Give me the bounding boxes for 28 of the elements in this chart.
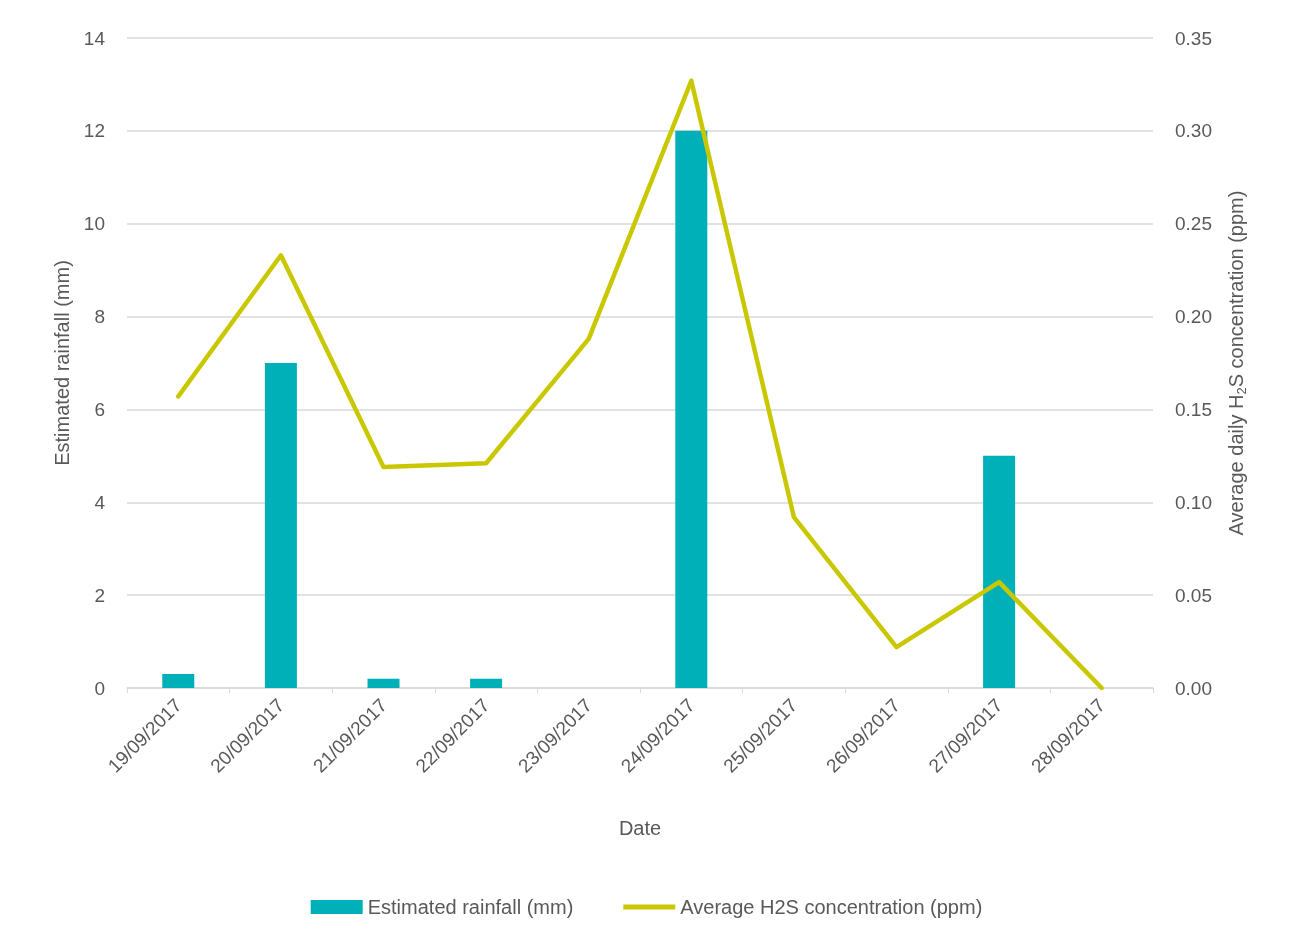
- y2-tick-label: 0.35: [1175, 27, 1212, 49]
- line-series: [176, 78, 1104, 691]
- bar: [264, 363, 297, 688]
- y2-tick-label: 0.15: [1175, 398, 1212, 420]
- y2-tick-label: 0.00: [1175, 677, 1212, 699]
- legend-label: Average H2S concentration (ppm): [680, 896, 983, 918]
- legend-label: Estimated rainfall (mm): [367, 896, 574, 918]
- bar: [470, 678, 503, 688]
- y-tick-label: 0: [94, 677, 105, 699]
- y2-tick-label: 0.30: [1175, 120, 1212, 142]
- y-tick-label: 2: [94, 584, 105, 606]
- bar: [162, 674, 195, 688]
- y2-tick-label: 0.05: [1175, 584, 1212, 606]
- y-tick-label: 6: [94, 398, 105, 420]
- bar: [983, 455, 1016, 688]
- y-tick-label: 14: [83, 27, 106, 49]
- y2-axis-title: Average daily H2S concentration (ppm): [1224, 190, 1249, 536]
- bar: [367, 678, 400, 688]
- y-tick-label: 8: [94, 306, 105, 328]
- y2-tick-label: 0.10: [1175, 491, 1212, 513]
- y-tick-label: 4: [94, 491, 106, 513]
- y-tick-label: 10: [83, 213, 105, 235]
- y-tick-label: 12: [83, 120, 105, 142]
- y2-tick-label: 0.20: [1175, 306, 1212, 328]
- bar: [675, 130, 708, 688]
- y2-tick-label: 0.25: [1175, 213, 1212, 235]
- y-axis-title: Estimated rainfall (mm): [51, 260, 73, 466]
- x-axis-title: Date: [618, 817, 662, 839]
